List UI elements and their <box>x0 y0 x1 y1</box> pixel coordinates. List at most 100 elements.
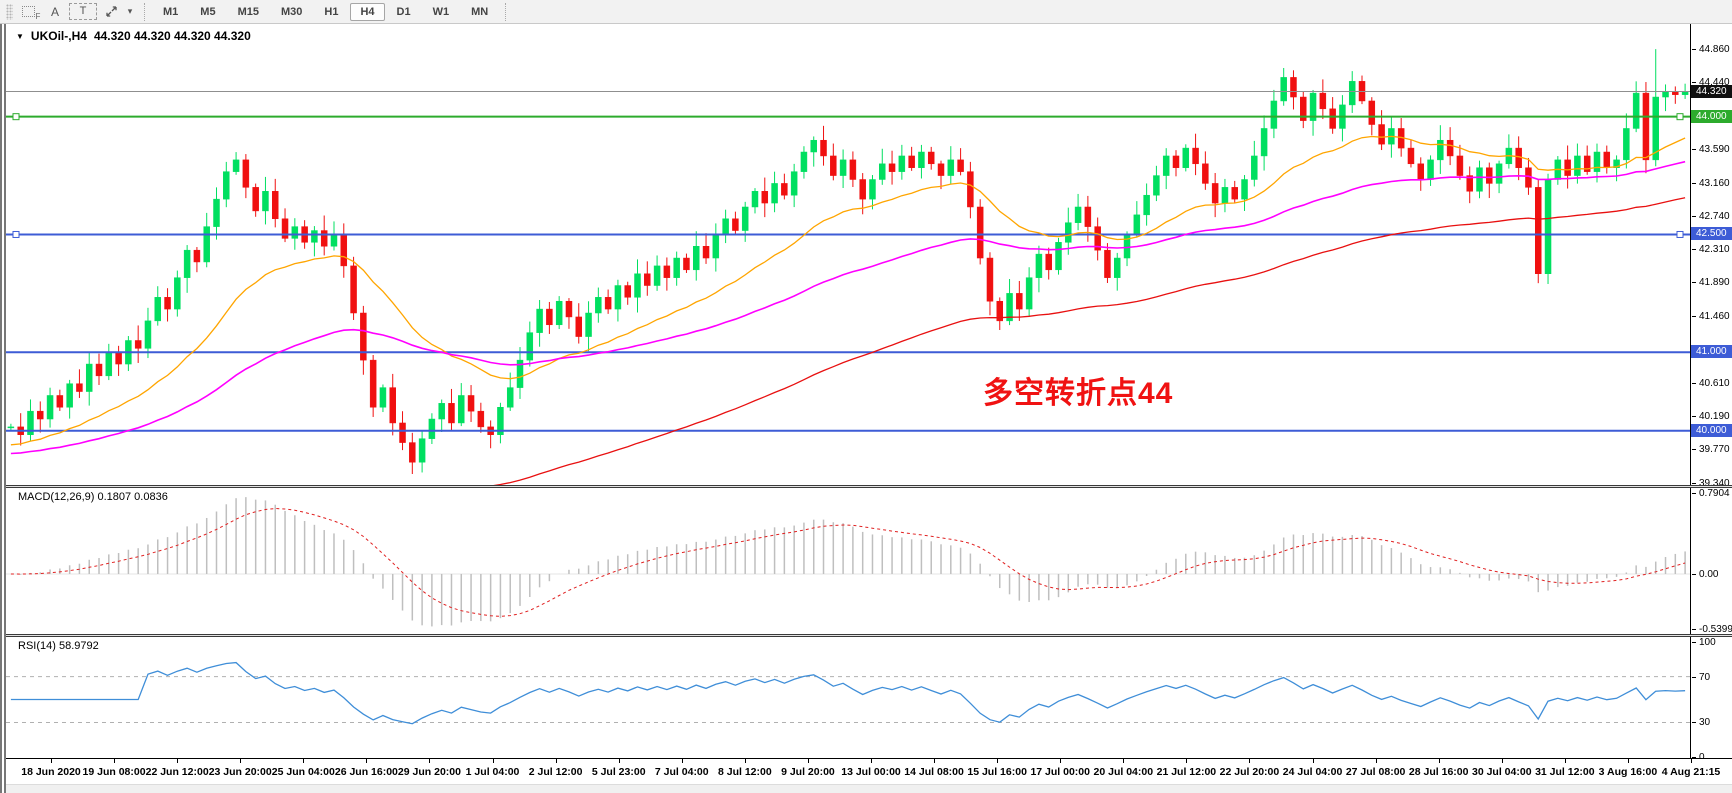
macd-panel-plot[interactable]: MACD(12,26,9) 0.1807 0.0836 <box>6 487 1690 634</box>
macd-label: MACD(12,26,9) 0.1807 0.0836 <box>18 490 168 503</box>
macd-svg <box>6 497 1690 627</box>
time-label: 18 Jun 2020 <box>21 765 81 778</box>
axis-tick: 42.310 <box>1692 244 1730 255</box>
moving-averages <box>10 135 1686 485</box>
main-chart-row: ▼ UKOil-,H4 44.320 44.320 44.320 44.320 … <box>6 24 1732 485</box>
chart-workspace: ▼ UKOil-,H4 44.320 44.320 44.320 44.320 … <box>0 24 1732 793</box>
rsi-axis[interactable]: 100 70 30 0 <box>1690 636 1732 758</box>
time-axis[interactable]: 18 Jun 2020 19 Jun 08:00 22 Jun 12:00 23 Ju… <box>6 757 1732 793</box>
time-tick <box>303 758 305 763</box>
time-tick <box>1438 758 1440 763</box>
time-label: 5 Jul 23:00 <box>591 765 646 778</box>
time-tick <box>366 758 368 763</box>
time-tick <box>1060 758 1062 763</box>
time-label: 29 Jun 20:00 <box>397 765 461 778</box>
horizontal-line-44-handle[interactable] <box>12 113 20 121</box>
axis-tick: 40.190 <box>1692 411 1730 422</box>
time-tick <box>429 758 431 763</box>
text-box-icon[interactable]: T <box>69 3 97 20</box>
time-tick <box>681 758 683 763</box>
panel-splitter-1[interactable] <box>6 485 1732 488</box>
timeframe-W1[interactable]: W1 <box>432 5 450 18</box>
axis-tick: 43.160 <box>1692 178 1730 189</box>
time-tick <box>1627 758 1629 763</box>
ma-slow-line <box>493 197 1686 485</box>
toolbar-separator <box>144 2 146 21</box>
axis-tick: 41.460 <box>1692 311 1730 322</box>
time-label: 15 Jul 16:00 <box>967 765 1027 778</box>
candles-series <box>7 49 1689 475</box>
time-tick <box>1186 758 1188 763</box>
time-tick <box>934 758 936 763</box>
time-tick <box>1691 758 1692 763</box>
price-badge: 41.000 <box>1691 345 1732 359</box>
axis-tick: 0 <box>1692 752 1705 758</box>
price-badge: 42.500 <box>1691 227 1732 241</box>
tool-dropdown-caret[interactable]: ▾ <box>127 6 133 16</box>
time-label: 28 Jul 16:00 <box>1408 765 1469 778</box>
timeframe-M30[interactable]: M30 <box>280 5 303 18</box>
time-tick <box>51 758 52 763</box>
timeframe-D1[interactable]: D1 <box>396 5 411 18</box>
time-tick <box>744 758 746 763</box>
price-chart-plot[interactable]: ▼ UKOil-,H4 44.320 44.320 44.320 44.320 … <box>6 24 1690 485</box>
toolbar: F A T ▾ M1 M5 M15 M30 H1 H4 D1 W1 MN <box>0 0 1732 24</box>
time-label: 20 Jul 04:00 <box>1093 765 1154 778</box>
timeframe-M5[interactable]: M5 <box>200 5 216 18</box>
time-tick <box>1375 758 1377 763</box>
rsi-panel-plot[interactable]: RSI(14) 58.9792 <box>6 636 1690 758</box>
rsi-line <box>10 661 1686 725</box>
price-axis[interactable]: 44.860 44.440 43.590 43.160 42.740 42.310 41.8… <box>1690 24 1732 485</box>
text-annotation-icon[interactable]: A <box>50 4 59 19</box>
time-label: 4 Aug 21:15 <box>1661 765 1721 778</box>
horizontal-line-42-5-handle[interactable] <box>12 230 20 238</box>
ma-fast-line <box>10 135 1686 446</box>
rsi-label: RSI(14) 58.9792 <box>18 639 99 652</box>
macd-row: MACD(12,26,9) 0.1807 0.0836 0.7904 0.00 -0… <box>6 487 1732 634</box>
chart-title: ▼ UKOil-,H4 44.320 44.320 44.320 44.320 <box>16 29 251 43</box>
timeframe-H1[interactable]: H1 <box>324 5 339 18</box>
timeframe-M1[interactable]: M1 <box>163 5 179 18</box>
panel-splitter-2[interactable] <box>6 633 1732 637</box>
time-tick <box>1249 758 1251 763</box>
ohlc-quotes: 44.320 44.320 44.320 44.320 <box>93 29 251 43</box>
cursor-arrows-icon[interactable] <box>101 2 121 21</box>
horizontal-line-42-5-handle[interactable] <box>1676 230 1684 238</box>
time-tick <box>618 758 620 763</box>
chart-frame-icon[interactable]: F <box>21 2 41 21</box>
macd-signal-line <box>10 507 1686 617</box>
toolbar-drag-handle[interactable] <box>6 3 13 20</box>
axis-tick: 44.860 <box>1692 44 1730 55</box>
axis-tick: 0.7904 <box>1692 488 1730 499</box>
timeframe-MN[interactable]: MN <box>471 5 489 18</box>
time-label: 27 Jul 08:00 <box>1345 765 1406 778</box>
axis-tick: 44.440 <box>1692 77 1730 88</box>
horizontal-line-44-handle[interactable] <box>1676 113 1684 121</box>
ma-mid-line <box>10 160 1686 455</box>
axis-tick: -0.5399 <box>1692 624 1732 634</box>
symbol-period: UKOil-,H4 <box>30 29 87 43</box>
macd-axis[interactable]: 0.7904 0.00 -0.5399 <box>1690 487 1732 634</box>
time-tick <box>177 758 179 763</box>
collapse-triangle-icon[interactable]: ▼ <box>16 31 24 41</box>
time-label: 17 Jul 00:00 <box>1030 765 1090 778</box>
time-tick <box>1312 758 1314 763</box>
time-label: 9 Jul 20:00 <box>781 765 835 778</box>
timeframe-H4[interactable]: H4 <box>350 2 385 21</box>
price-badge: 44.320 <box>1691 84 1732 98</box>
time-tick <box>807 758 809 763</box>
time-label: 3 Aug 16:00 <box>1598 765 1658 778</box>
timeframe-M15[interactable]: M15 <box>237 5 259 18</box>
axis-tick: 41.890 <box>1692 277 1730 288</box>
time-label: 13 Jul 00:00 <box>841 765 901 778</box>
axis-tick: 39.770 <box>1692 444 1730 455</box>
chart-annotation-text[interactable]: 多空转折点44 <box>983 377 1174 410</box>
horizontal-lines <box>6 91 1690 432</box>
time-label: 30 Jul 04:00 <box>1471 765 1532 778</box>
time-label: 19 Jun 08:00 <box>82 765 146 778</box>
time-label: 22 Jul 20:00 <box>1219 765 1280 778</box>
axis-tick: 30 <box>1692 717 1710 728</box>
axis-tick: 39.340 <box>1692 478 1730 485</box>
time-label: 2 Jul 12:00 <box>528 765 583 778</box>
time-tick <box>240 758 242 763</box>
